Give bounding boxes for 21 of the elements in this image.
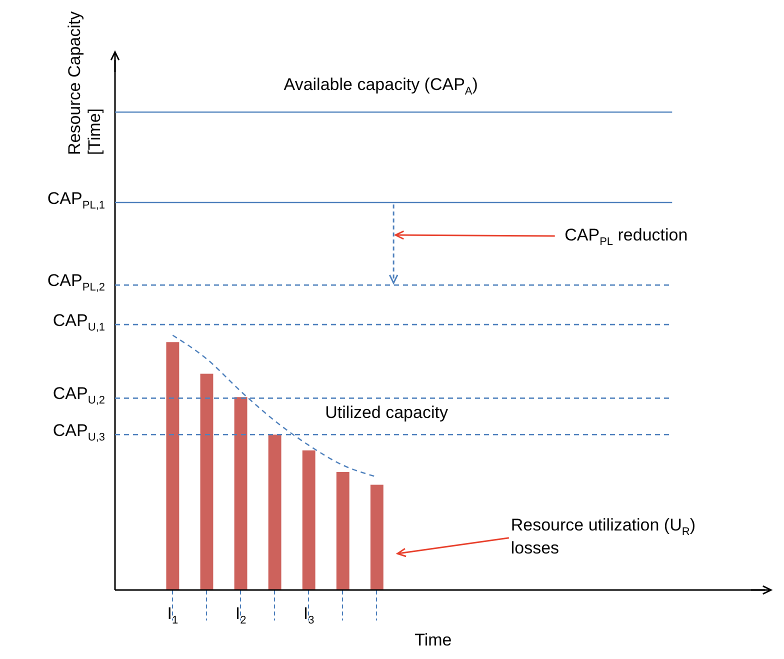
text: Resource utilization (U$_{R}$) losses: [510, 516, 696, 558]
x-axis-title: Time: [414, 630, 452, 650]
ref-line-label: CAP$_{PL,2}$: [47, 271, 105, 294]
bar: [166, 342, 180, 590]
bar: [268, 434, 282, 590]
ref-line-label: CAP$_{U,2}$: [52, 384, 105, 408]
ref-line-label: CAP$_{U,3}$: [52, 420, 105, 444]
bar: [336, 472, 350, 590]
text: Resource Capacity [Time]: [65, 10, 104, 156]
ref-line-label: CAP$_{U,1}$: [52, 310, 105, 334]
text: Available capacity (CAP$_{A}$): [284, 74, 478, 98]
bar: [370, 484, 384, 590]
x-tick-label: I$_{3}$: [303, 604, 314, 628]
text: CAP$_{PL}$ reduction: [564, 225, 688, 248]
annotation: Utilized capacity: [325, 403, 448, 423]
bar: [200, 374, 214, 590]
x-tick-label: I$_{1}$: [167, 604, 178, 628]
ref-line-label: CAP$_{PL,1}$: [47, 188, 105, 212]
bar: [302, 450, 316, 590]
x-tick-label: I$_{2}$: [235, 604, 246, 628]
bar: [234, 397, 248, 590]
